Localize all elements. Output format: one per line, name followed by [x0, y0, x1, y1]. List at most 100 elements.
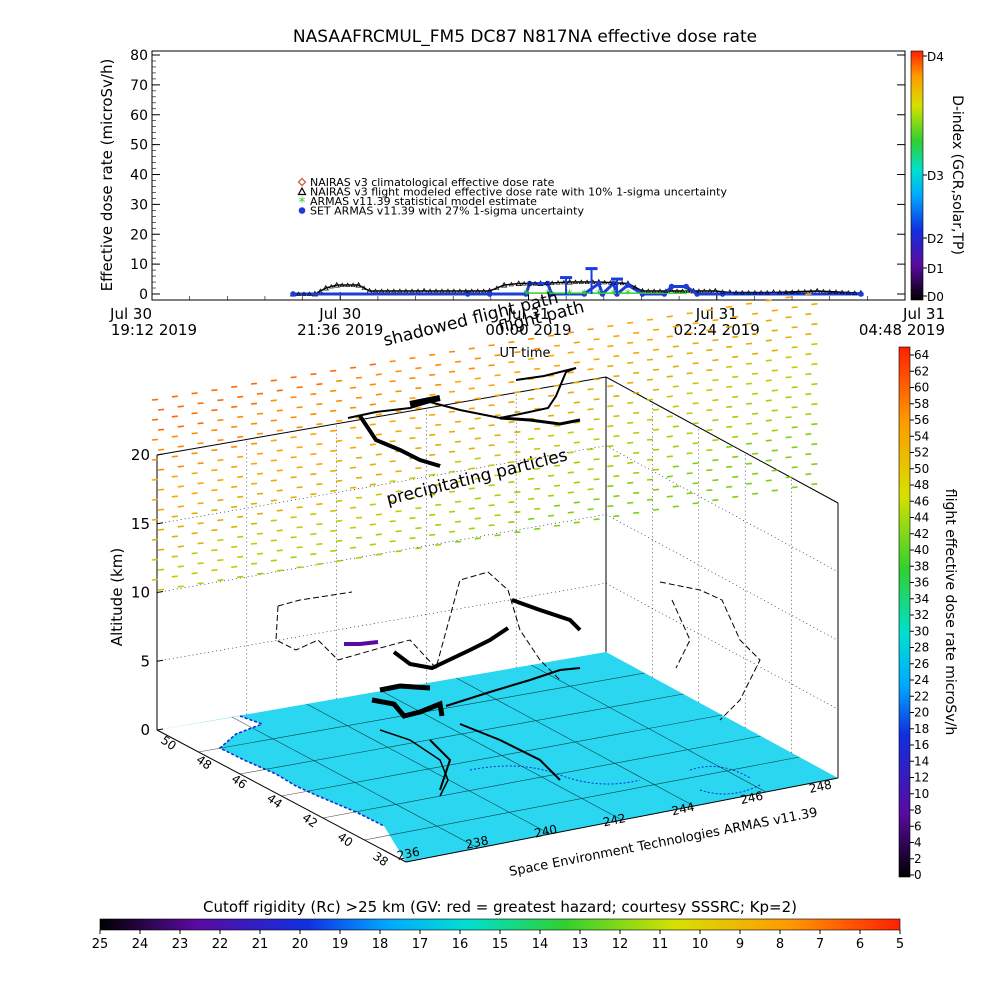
x-tick-label-date: Jul 30 [109, 305, 152, 323]
particle-dash [686, 312, 693, 315]
altitude-tick-label: 5 [140, 652, 150, 670]
particle-dash [429, 493, 436, 496]
data-point [566, 278, 573, 285]
particle-dash [706, 469, 713, 472]
particle-dash [686, 392, 693, 395]
particle-dash [171, 415, 178, 418]
data-point [549, 280, 555, 285]
particle-dash [369, 423, 376, 426]
y-tick-label: 0 [139, 287, 148, 303]
particle-dash [652, 348, 660, 351]
y-tick-label: 10 [130, 257, 148, 273]
particle-dash [177, 465, 184, 468]
particle-dash [310, 533, 317, 536]
dose-tick-label: 14 [914, 754, 929, 768]
particle-dash [627, 401, 634, 404]
particle-dash [316, 503, 323, 506]
particle-dash [573, 461, 580, 464]
particle-dash [270, 479, 277, 482]
dose-tick-label: 38 [914, 559, 929, 573]
dose-tick-label: 22 [914, 689, 929, 703]
particle-dash [553, 524, 561, 527]
particle-dash [415, 387, 422, 390]
rc-tick-label: 25 [92, 937, 109, 952]
data-point [657, 288, 663, 293]
particle-dash [712, 499, 719, 502]
chart-title: NASAAFRCMUL_FM5 DC87 N817NA effective do… [293, 27, 757, 47]
rc-tick-label: 11 [652, 937, 669, 952]
particle-dash [415, 527, 422, 530]
data-point [350, 282, 356, 287]
particle-dash [409, 477, 416, 480]
particle-dash [573, 381, 580, 384]
particle-dash [706, 369, 713, 372]
particle-dash [389, 460, 396, 463]
particle-dash [256, 412, 264, 415]
particle-dash [211, 469, 218, 472]
particle-dash [488, 504, 495, 507]
rc-tick-label: 20 [292, 937, 309, 952]
particle-dash [791, 386, 798, 389]
particle-dash [726, 425, 733, 428]
particle-dash [270, 439, 277, 442]
data-point: * [567, 287, 573, 301]
particle-dash [256, 392, 264, 395]
particle-dash [613, 455, 620, 458]
particle-dash [805, 373, 812, 376]
particle-dash [712, 359, 719, 362]
particle-dash [494, 494, 501, 497]
particle-dash [712, 399, 719, 402]
particle-dash [211, 409, 218, 412]
particle-dash [672, 445, 679, 448]
legend-symbol [297, 177, 307, 187]
particle-dash [573, 421, 580, 424]
particle-dash [607, 365, 614, 368]
particle-dash [627, 321, 634, 324]
data-point [707, 288, 713, 293]
particle-dash [211, 429, 218, 432]
timeseries-y-axis: 0 10 20 30 40 50 60 70 80 [130, 48, 905, 303]
data-point [789, 289, 795, 294]
particle-dash [355, 516, 363, 519]
particle-dash [732, 315, 739, 318]
particle-dash [534, 387, 541, 390]
particle-dash [355, 396, 363, 399]
particle-dash [514, 431, 521, 434]
data-point [345, 282, 351, 287]
particle-dash [171, 575, 178, 578]
particle-dash [157, 528, 165, 531]
particle-dash [211, 569, 218, 572]
particle-dash [666, 355, 673, 358]
particle-dash [151, 478, 159, 481]
data-point [457, 288, 463, 293]
particle-dash [494, 434, 501, 437]
longitude-tick-label: 240 [533, 822, 558, 840]
dose-tick-label: 30 [914, 624, 929, 638]
particle-dash [310, 413, 317, 416]
dose-tick-label: 50 [914, 462, 929, 476]
particle-dash [217, 479, 224, 482]
particle-dash [474, 477, 481, 480]
particle-dash [732, 375, 739, 378]
particle-dash [607, 505, 614, 508]
particle-dash [197, 542, 204, 545]
longitude-tick-label: 238 [464, 833, 489, 851]
particle-dash [528, 397, 535, 400]
particle-dash [726, 405, 733, 408]
particle-dash [409, 357, 416, 360]
particle-dash [765, 419, 772, 422]
particle-dash [726, 325, 733, 328]
particle-dash [593, 378, 600, 381]
particle-dash [191, 532, 198, 535]
particle-dash [745, 402, 753, 405]
particle-dash [276, 489, 283, 492]
data-point [578, 279, 584, 284]
particle-dash [369, 523, 376, 526]
data-point [391, 288, 397, 293]
particle-dash [415, 427, 422, 430]
data-point [719, 291, 726, 297]
particle-dash [290, 376, 297, 379]
particle-dash [547, 334, 555, 337]
particle-dash [587, 468, 594, 471]
particle-dash [355, 376, 363, 379]
